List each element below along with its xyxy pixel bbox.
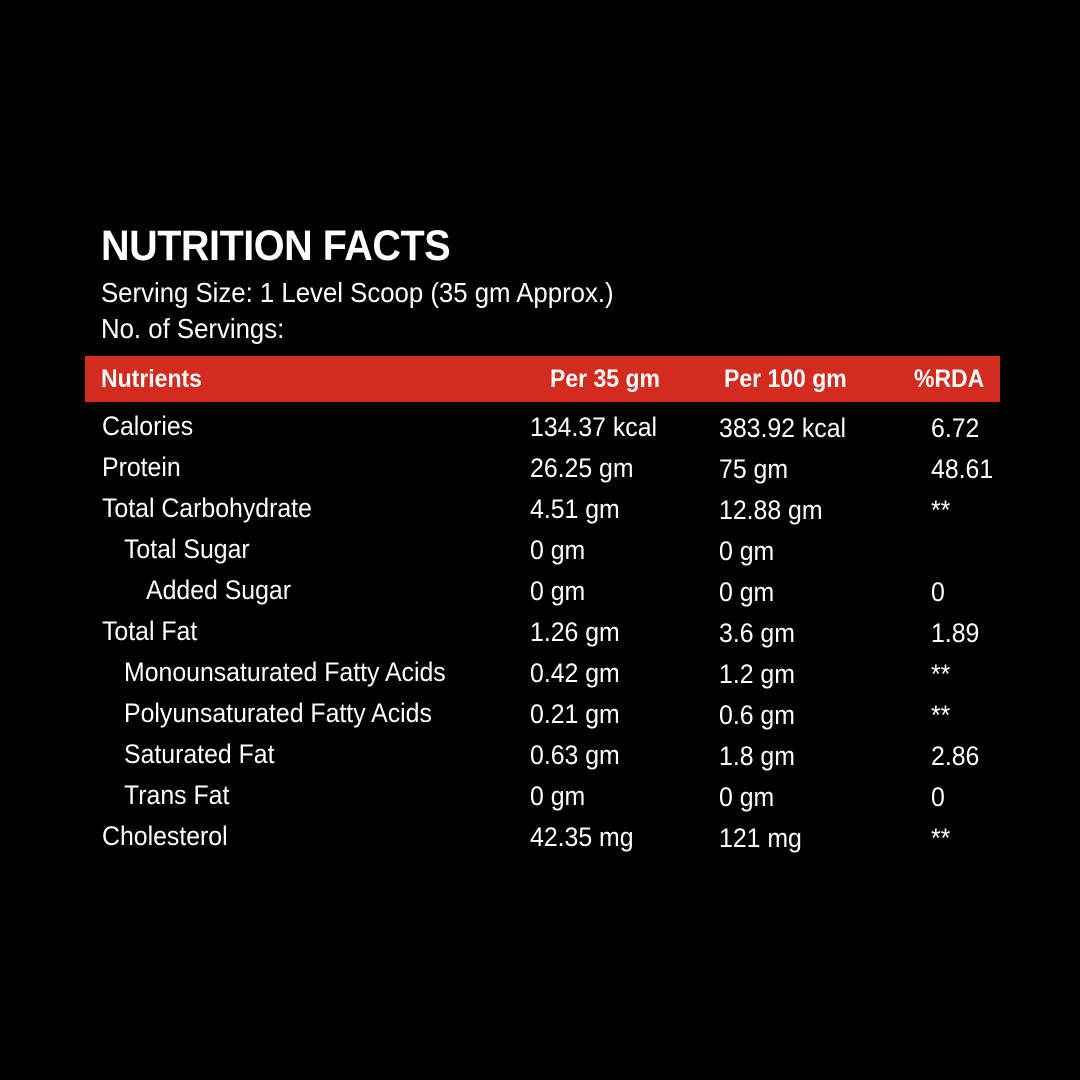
value-per-35-gm: 42.35 mg xyxy=(530,822,634,852)
value-per-100-gm: 121 mg xyxy=(719,823,802,853)
servings-count-text: No. of Servings: xyxy=(101,313,285,344)
value-rda: 1.89 xyxy=(931,618,980,648)
value-per-35-gm: 0 gm xyxy=(530,535,586,565)
nutrients-table-body: Calories 134.37 kcal 383.92 kcal 6.72 Protei… xyxy=(0,408,1080,859)
table-row: Monounsaturated Fatty Acids 0.42 gm 1.2 gm… xyxy=(0,654,1080,695)
value-per-100-gm: 75 gm xyxy=(719,454,789,484)
value-rda: 2.86 xyxy=(931,741,980,771)
table-row: Total Fat 1.26 gm 3.6 gm 1.89 xyxy=(0,613,1080,654)
nutrient-name: Monounsaturated Fatty Acids xyxy=(124,657,446,687)
nutrient-name: Polyunsaturated Fatty Acids xyxy=(124,698,432,728)
nutrient-name: Cholesterol xyxy=(102,821,228,851)
value-per-35-gm: 4.51 gm xyxy=(530,494,620,524)
serving-size-text: Serving Size: 1 Level Scoop (35 gm Appro… xyxy=(101,277,614,308)
table-row: Total Carbohydrate 4.51 gm 12.88 gm ** xyxy=(0,490,1080,531)
value-per-35-gm: 0 gm xyxy=(530,576,586,606)
table-row: Cholesterol 42.35 mg 121 mg ** xyxy=(0,818,1080,859)
table-row: Polyunsaturated Fatty Acids 0.21 gm 0.6 gm… xyxy=(0,695,1080,736)
table-row: Protein 26.25 gm 75 gm 48.61 xyxy=(0,449,1080,490)
nutrient-name: Trans Fat xyxy=(124,780,230,810)
value-per-100-gm: 0 gm xyxy=(719,536,775,566)
column-header-nutrients: Nutrients xyxy=(101,365,202,393)
value-rda: 6.72 xyxy=(931,413,980,443)
column-header-per-35-gm: Per 35 gm xyxy=(550,365,660,393)
value-per-100-gm: 0 gm xyxy=(719,782,775,812)
value-per-35-gm: 26.25 gm xyxy=(530,453,634,483)
value-per-35-gm: 1.26 gm xyxy=(530,617,620,647)
table-row: Total Sugar 0 gm 0 gm xyxy=(0,531,1080,572)
value-per-35-gm: 0 gm xyxy=(530,781,586,811)
page-title: NUTRITION FACTS xyxy=(101,222,451,270)
nutrient-name: Total Sugar xyxy=(124,534,250,564)
column-header-rda: %RDA xyxy=(914,365,985,393)
nutrient-name: Added Sugar xyxy=(146,575,292,605)
table-header: Nutrients Per 35 gm Per 100 gm %RDA xyxy=(85,356,1000,402)
nutrient-name: Protein xyxy=(102,452,181,482)
value-per-100-gm: 383.92 kcal xyxy=(719,413,847,443)
nutrient-name: Calories xyxy=(102,411,194,441)
value-rda: 0 xyxy=(931,782,945,812)
value-rda: ** xyxy=(931,495,951,525)
value-per-35-gm: 0.21 gm xyxy=(530,699,620,729)
nutrient-name: Total Fat xyxy=(102,616,198,646)
value-per-35-gm: 0.42 gm xyxy=(530,658,620,688)
table-row: Calories 134.37 kcal 383.92 kcal 6.72 xyxy=(0,408,1080,449)
value-per-35-gm: 134.37 kcal xyxy=(530,412,658,442)
value-per-100-gm: 1.8 gm xyxy=(719,741,795,771)
value-rda: ** xyxy=(931,659,951,689)
nutrient-name: Saturated Fat xyxy=(124,739,275,769)
value-rda: ** xyxy=(931,823,951,853)
value-per-100-gm: 3.6 gm xyxy=(719,618,795,648)
table-row: Trans Fat 0 gm 0 gm 0 xyxy=(0,777,1080,818)
value-per-100-gm: 12.88 gm xyxy=(719,495,823,525)
column-header-per-100-gm: Per 100 gm xyxy=(724,365,847,393)
value-per-100-gm: 0 gm xyxy=(719,577,775,607)
table-row: Saturated Fat 0.63 gm 1.8 gm 2.86 xyxy=(0,736,1080,777)
table-row: Added Sugar 0 gm 0 gm 0 xyxy=(0,572,1080,613)
value-rda: ** xyxy=(931,700,951,730)
value-rda: 48.61 xyxy=(931,454,994,484)
value-per-100-gm: 1.2 gm xyxy=(719,659,795,689)
nutrient-name: Total Carbohydrate xyxy=(102,493,312,523)
value-rda: 0 xyxy=(931,577,945,607)
value-per-35-gm: 0.63 gm xyxy=(530,740,620,770)
value-per-100-gm: 0.6 gm xyxy=(719,700,795,730)
